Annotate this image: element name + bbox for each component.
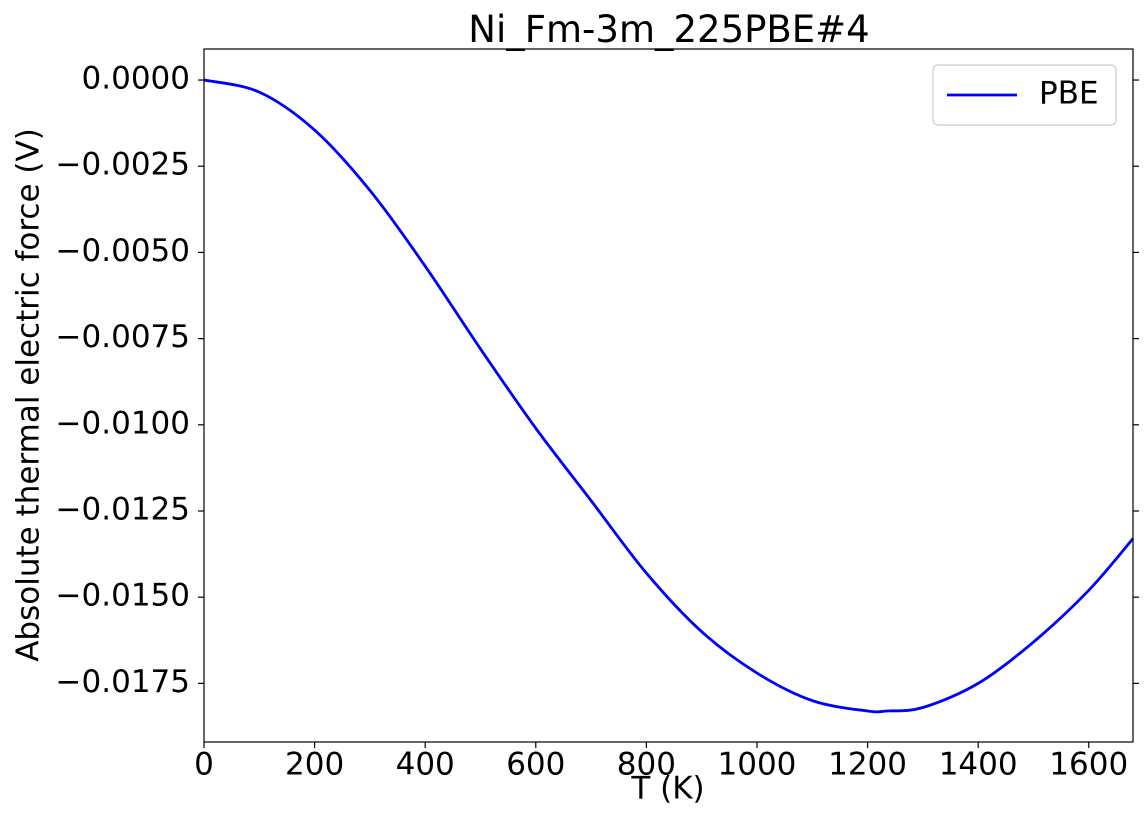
chart-title: Ni_Fm-3m_225PBE#4 — [468, 8, 869, 51]
y-tick-label: −0.0100 — [56, 405, 190, 441]
y-tick-label: −0.0150 — [56, 578, 190, 614]
x-tick-label: 600 — [506, 746, 565, 782]
y-axis-label: Absolute thermal electric force (V) — [11, 128, 47, 662]
series-line-pbe — [203, 78, 1135, 714]
x-tick-label: 800 — [617, 746, 676, 782]
legend: PBE — [932, 64, 1117, 126]
x-axis: 0 200 400 600 800 1000 1200 1400 1600 — [194, 742, 1128, 782]
x-tick-label: 1400 — [939, 746, 1018, 782]
axes-frame — [203, 48, 1134, 743]
y-tick-label: 0.0000 — [82, 61, 190, 97]
legend-label: PBE — [1039, 76, 1099, 112]
legend-box — [932, 64, 1117, 126]
y-tick-label: −0.0075 — [56, 319, 190, 355]
y-axis: 0.0000 −0.0025 −0.0050 −0.0075 −0.0100 −0.012… — [56, 61, 1139, 700]
y-tick-label: −0.0125 — [56, 492, 190, 528]
x-tick-label: 200 — [285, 746, 344, 782]
x-tick-label: 400 — [396, 746, 455, 782]
x-tick-label: 1600 — [1049, 746, 1128, 782]
plot-area — [203, 78, 1135, 714]
x-tick-label: 1000 — [718, 746, 797, 782]
x-tick-label: 1200 — [828, 746, 907, 782]
x-tick-label: 0 — [194, 746, 214, 782]
y-tick-label: −0.0050 — [56, 233, 190, 269]
y-tick-label: −0.0025 — [56, 147, 190, 183]
x-axis-label: T (K) — [630, 771, 704, 807]
y-tick-label: −0.0175 — [56, 664, 190, 700]
